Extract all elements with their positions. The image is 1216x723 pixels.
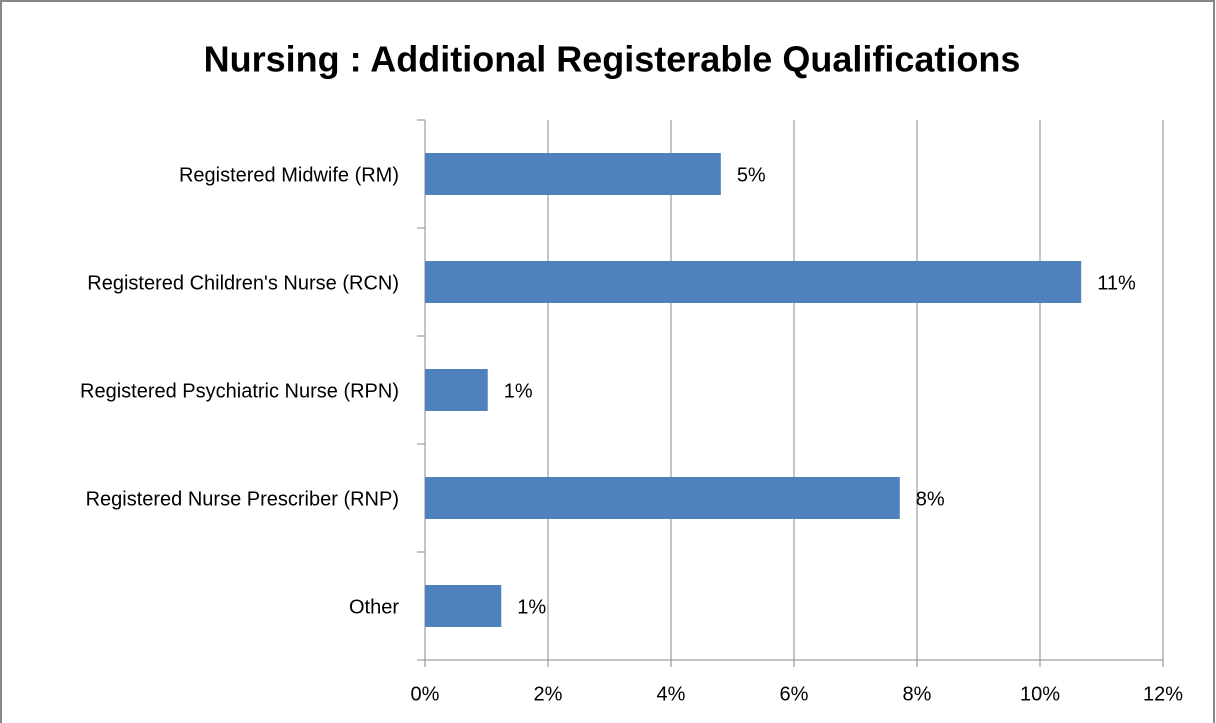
y-tick-label: Registered Children's Nurse (RCN) bbox=[87, 272, 399, 294]
x-tick-label: 8% bbox=[903, 683, 932, 705]
bar bbox=[425, 585, 502, 627]
bar bbox=[425, 153, 721, 195]
data-label: 5% bbox=[737, 164, 766, 186]
x-tick-label: 0% bbox=[411, 683, 440, 705]
data-label: 1% bbox=[517, 596, 546, 618]
data-label: 8% bbox=[916, 488, 945, 510]
y-tick-label: Registered Nurse Prescriber (RNP) bbox=[86, 488, 399, 510]
chart-title: Nursing : Additional Registerable Qualif… bbox=[204, 39, 1021, 80]
bar bbox=[425, 369, 488, 411]
y-tick-label: Other bbox=[349, 596, 399, 618]
y-tick-label: Registered Psychiatric Nurse (RPN) bbox=[80, 380, 399, 402]
y-tick-label: Registered Midwife (RM) bbox=[179, 164, 399, 186]
bar bbox=[425, 477, 900, 519]
data-label: 11% bbox=[1097, 272, 1136, 294]
x-tick-label: 2% bbox=[534, 683, 563, 705]
x-tick-label: 4% bbox=[657, 683, 686, 705]
x-tick-label: 10% bbox=[1020, 683, 1060, 705]
data-label: 1% bbox=[504, 380, 533, 402]
x-tick-label: 12% bbox=[1143, 683, 1183, 705]
x-tick-label: 6% bbox=[780, 683, 809, 705]
bar bbox=[425, 261, 1082, 303]
